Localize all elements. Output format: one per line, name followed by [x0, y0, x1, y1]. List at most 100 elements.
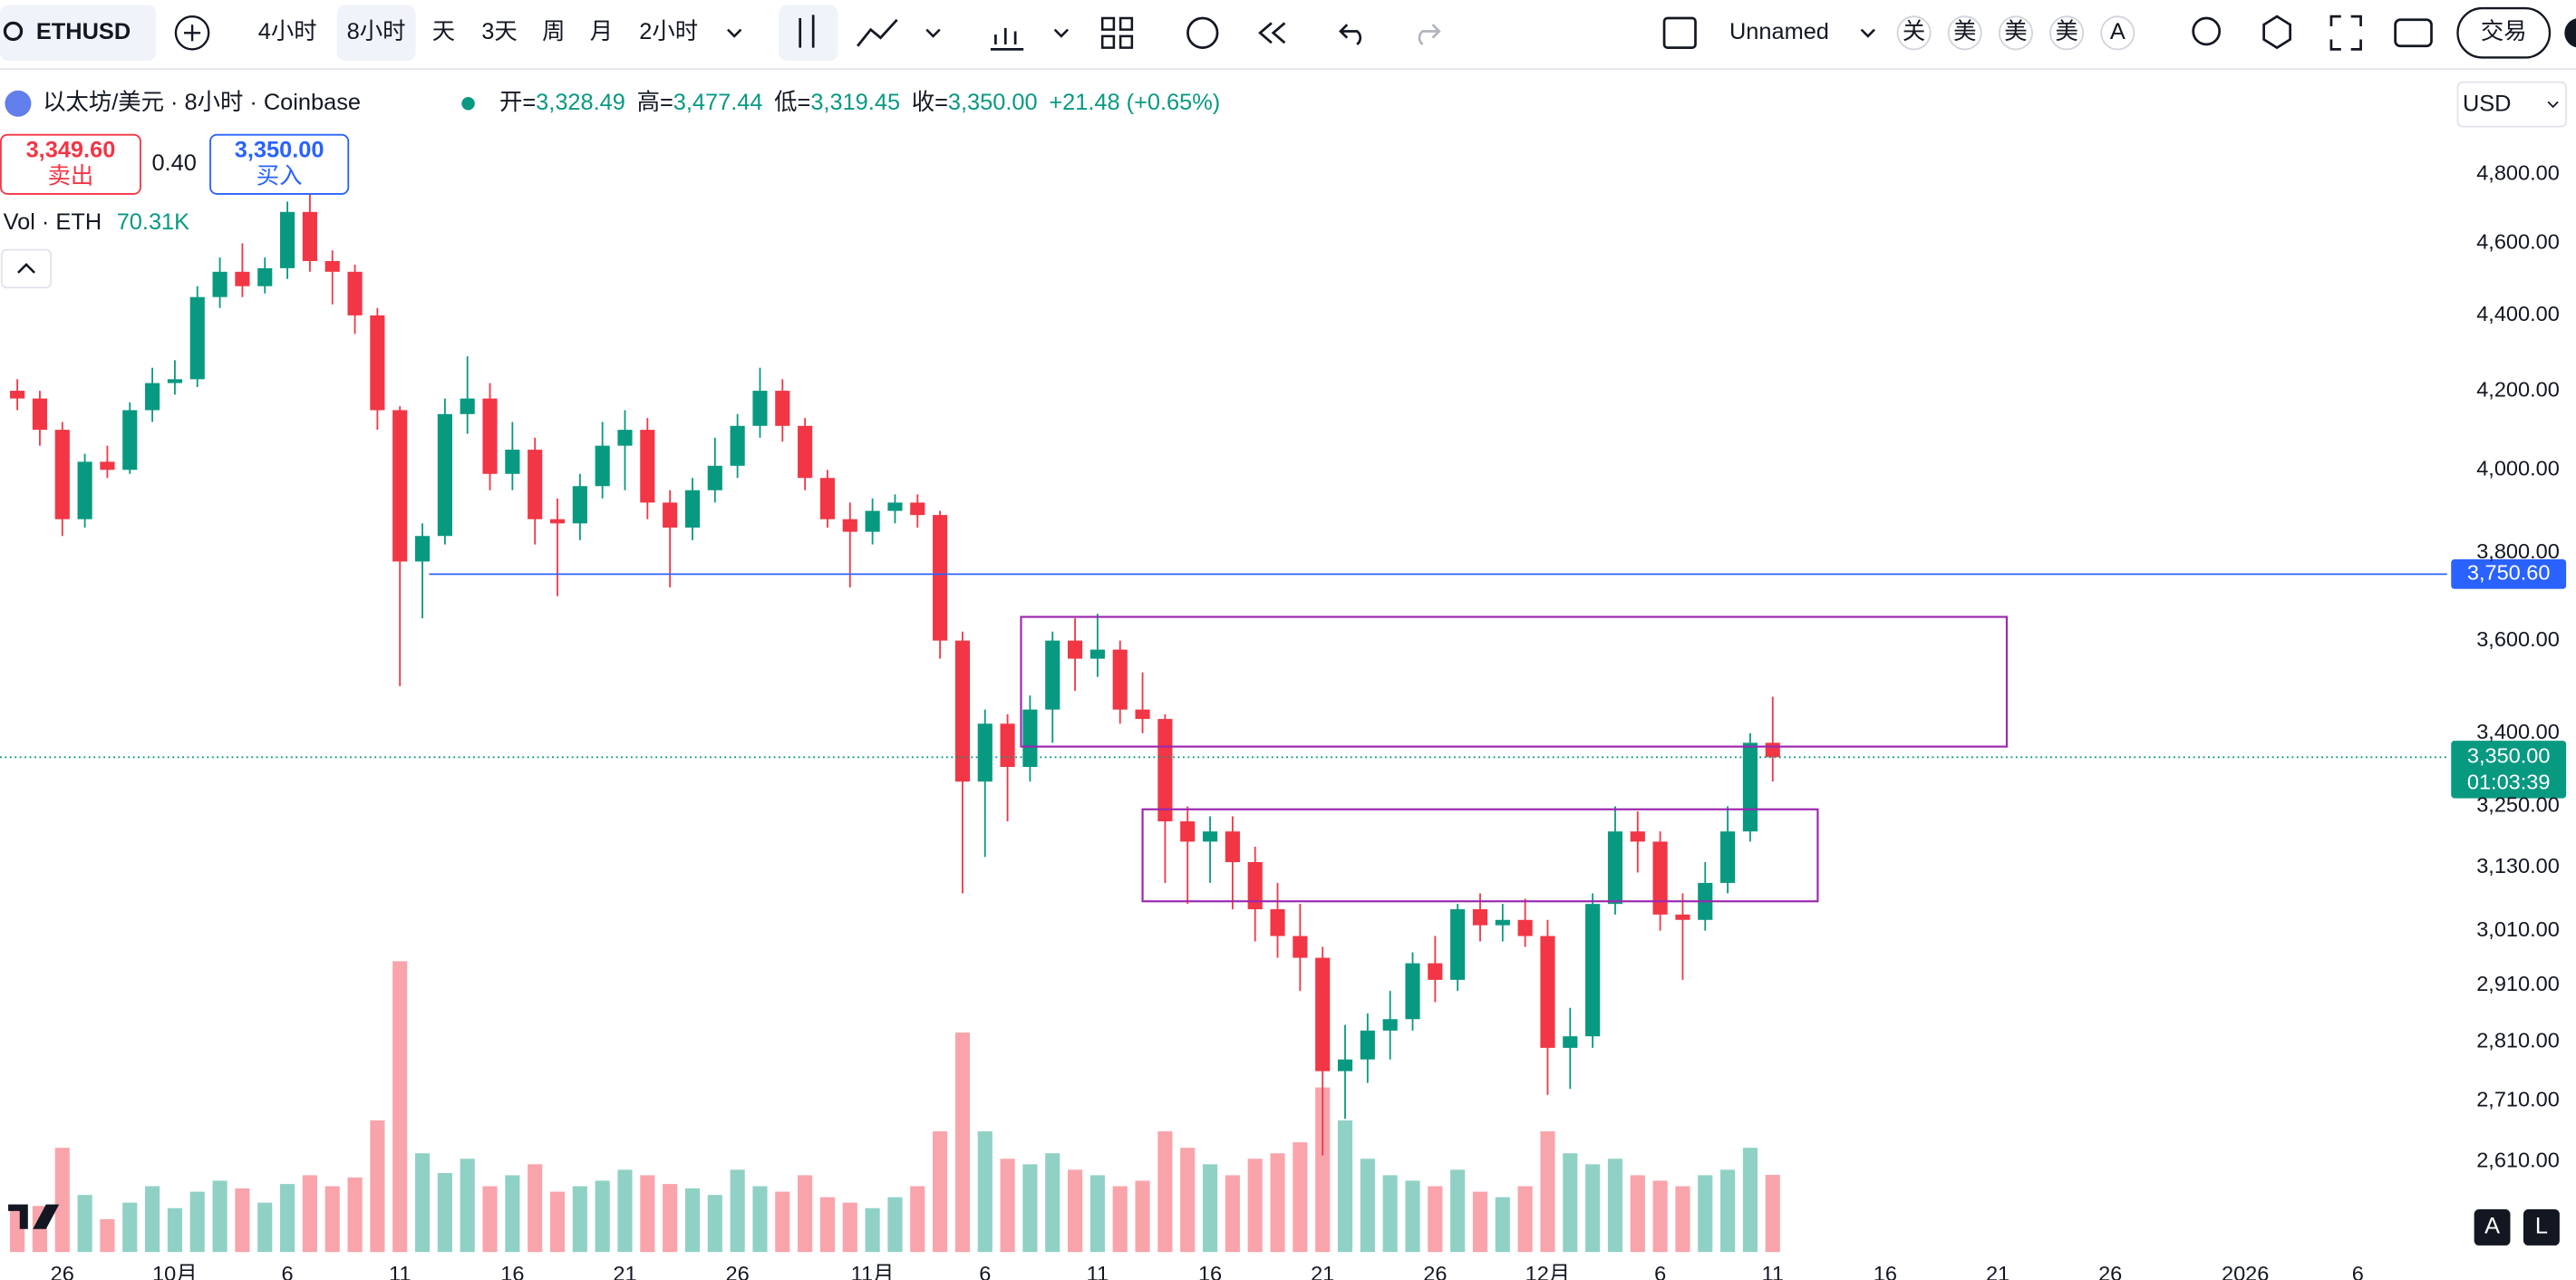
current-price-box: [2451, 741, 2567, 799]
candle-body: [865, 510, 880, 532]
candle-body: [1270, 909, 1285, 936]
volume-bar: [1517, 1186, 1533, 1253]
x-tick-label: 6: [2352, 1262, 2364, 1280]
candle-body: [302, 211, 317, 261]
interval[interactable]: 周: [542, 19, 565, 44]
candle-body: [842, 519, 857, 532]
symbol-button[interactable]: [0, 5, 157, 62]
studies-icon[interactable]: [990, 27, 1024, 51]
candle-body: [663, 502, 678, 528]
collapse-button[interactable]: [0, 248, 53, 289]
interval[interactable]: 月: [590, 19, 613, 44]
volume-bar: [257, 1202, 273, 1253]
candle-body: [1247, 862, 1263, 910]
replay-icon[interactable]: [1258, 22, 1286, 44]
x-tick-label: 21: [1311, 1262, 1334, 1280]
volume-bar: [910, 1186, 925, 1253]
volume-bar: [235, 1188, 250, 1253]
candle-body: [414, 536, 431, 562]
buy-label[interactable]: 买入: [257, 163, 303, 189]
menu-chevrons[interactable]: [925, 28, 1875, 38]
badge-label[interactable]: 关: [1903, 19, 1925, 44]
volume-bar: [887, 1197, 903, 1253]
search-icon[interactable]: [2192, 16, 2222, 46]
badge[interactable]: [1896, 15, 1932, 51]
interval[interactable]: 4小时: [258, 19, 317, 44]
interval[interactable]: 天: [432, 19, 455, 44]
volume-bar: [1495, 1197, 1510, 1253]
candle-body: [54, 430, 70, 519]
badge-label[interactable]: 美: [2055, 19, 2077, 44]
y-tick-label: 3,130.00: [2476, 854, 2560, 878]
candle-body: [528, 450, 543, 519]
candles: [10, 188, 1780, 1156]
layout-name[interactable]: Unnamed: [1729, 19, 1829, 44]
candle-body: [617, 430, 633, 446]
candle-icon: [799, 15, 815, 48]
interval[interactable]: 2小时: [639, 19, 698, 44]
trade-button[interactable]: [2456, 6, 2552, 59]
candle-body: [684, 490, 701, 528]
volume-bar: [1293, 1142, 1308, 1253]
badge-label[interactable]: 美: [2004, 19, 2027, 44]
alert-icon[interactable]: [1186, 16, 1219, 49]
candle-body: [1360, 1030, 1375, 1060]
badge-label[interactable]: A: [2110, 19, 2126, 44]
scale-button-label[interactable]: L: [2535, 1214, 2548, 1239]
candle-body: [1563, 1036, 1578, 1048]
volume-bar: [1045, 1153, 1060, 1253]
currency[interactable]: USD: [2463, 92, 2512, 117]
currency-select[interactable]: [2456, 81, 2568, 128]
candle-body: [212, 271, 228, 297]
badge[interactable]: [2049, 15, 2085, 51]
chart-type-button[interactable]: [779, 5, 838, 62]
layout-icon[interactable]: [1100, 16, 1134, 49]
volume-bar: [1652, 1180, 1668, 1253]
scale-button[interactable]: [2474, 1209, 2511, 1246]
sell-price[interactable]: 3,349.60: [26, 137, 116, 162]
collapse-icon: [17, 263, 35, 274]
price-label: 3,750.60: [2467, 561, 2551, 585]
volume-bar: [1360, 1159, 1375, 1253]
candle-body: [505, 450, 520, 474]
toolbar: [0, 0, 2576, 70]
badge[interactable]: [1998, 15, 2033, 51]
range-box: [1020, 616, 2009, 748]
profile[interactable]: [2564, 18, 2576, 48]
interval-menu[interactable]: [727, 28, 742, 38]
volume-bar: [1585, 1164, 1601, 1253]
add-symbol[interactable]: [174, 15, 210, 51]
interval-group: 4小时 8小时 天 3天周月 2小时: [258, 5, 698, 62]
badge-label[interactable]: 美: [1953, 19, 1976, 44]
interval[interactable]: 8小时: [347, 19, 406, 44]
volume-bar: [819, 1197, 836, 1253]
volume-bar: [1382, 1175, 1398, 1253]
fullscreen-icon[interactable]: [2329, 15, 2362, 51]
sell-button[interactable]: [0, 133, 141, 195]
volume-bar: [1698, 1175, 1713, 1253]
redo-icon[interactable]: [1418, 24, 1441, 46]
scale-button[interactable]: [2523, 1209, 2560, 1246]
symbol[interactable]: ETHUSD: [36, 19, 131, 44]
volume-bar: [865, 1207, 880, 1253]
undo-icon[interactable]: [1339, 24, 1362, 46]
indicator-icon[interactable]: [857, 18, 898, 47]
volume-bar: [1225, 1175, 1240, 1253]
volume-bar: [1742, 1148, 1758, 1253]
settings-icon[interactable]: [2262, 15, 2291, 50]
candle-body: [595, 445, 610, 487]
badge[interactable]: [1947, 15, 1982, 51]
trade-label[interactable]: 交易: [2481, 19, 2527, 44]
snapshot-icon[interactable]: [2394, 18, 2433, 48]
x-tick-label: 26: [726, 1262, 750, 1280]
interval[interactable]: 3天: [481, 19, 517, 44]
buy-price[interactable]: 3,350.00: [235, 137, 324, 162]
volume-value: 70.31K: [117, 209, 189, 235]
layout-checkbox[interactable]: [1662, 16, 1697, 49]
badge[interactable]: [2100, 15, 2135, 51]
sell-label[interactable]: 卖出: [48, 163, 94, 189]
scale-button-label[interactable]: A: [2484, 1214, 2500, 1239]
buy-button[interactable]: [209, 133, 350, 195]
eth-icon: [5, 90, 32, 117]
volume-bar: [954, 1033, 970, 1253]
